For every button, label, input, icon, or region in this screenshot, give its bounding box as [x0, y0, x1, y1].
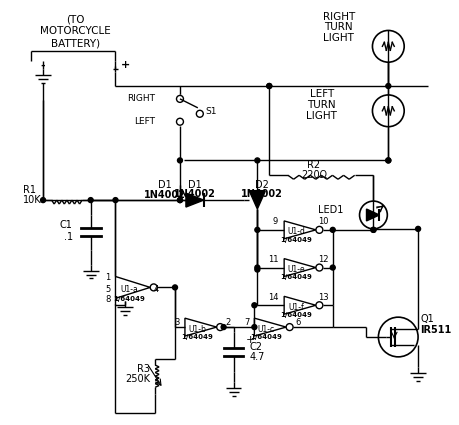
Text: U1-c: U1-c [257, 325, 274, 334]
Circle shape [266, 84, 271, 88]
Text: LED1: LED1 [318, 205, 343, 215]
Circle shape [252, 325, 256, 329]
Circle shape [385, 158, 390, 163]
Text: 1/64049: 1/64049 [180, 334, 213, 340]
Text: 1/64049: 1/64049 [113, 296, 145, 302]
Text: R1: R1 [23, 185, 36, 195]
Text: (TO: (TO [67, 14, 85, 25]
Circle shape [252, 303, 256, 308]
Text: TURN: TURN [324, 23, 352, 32]
Text: C1: C1 [60, 220, 73, 230]
Text: U1-d: U1-d [286, 227, 304, 236]
Circle shape [254, 265, 259, 270]
Text: D2: D2 [255, 180, 269, 190]
Polygon shape [185, 193, 203, 207]
Text: 11: 11 [267, 255, 278, 264]
Text: LIGHT: LIGHT [323, 34, 353, 43]
Text: U1-b: U1-b [187, 325, 205, 334]
Circle shape [254, 227, 259, 232]
Circle shape [370, 227, 375, 232]
Polygon shape [249, 191, 265, 209]
Text: LIGHT: LIGHT [306, 111, 336, 121]
Text: D1: D1 [188, 180, 202, 190]
Text: 14: 14 [267, 293, 278, 302]
Text: 1/64049: 1/64049 [280, 237, 311, 243]
Text: 6: 6 [294, 317, 300, 327]
Circle shape [221, 325, 226, 329]
Circle shape [177, 158, 182, 163]
Text: 2: 2 [225, 317, 230, 327]
Text: 1N4002: 1N4002 [174, 189, 215, 199]
Text: -: - [41, 61, 45, 71]
Circle shape [330, 265, 335, 270]
Circle shape [177, 198, 182, 203]
Text: LEFT: LEFT [309, 89, 333, 99]
Circle shape [385, 84, 390, 88]
Text: +: + [245, 335, 254, 345]
Text: BATTERY): BATTERY) [51, 38, 100, 48]
Text: 10: 10 [317, 218, 328, 227]
Polygon shape [366, 209, 379, 221]
Text: 8: 8 [105, 295, 110, 304]
Text: U1-f: U1-f [287, 303, 303, 312]
Text: 3: 3 [174, 317, 179, 327]
Text: 1N4002: 1N4002 [241, 189, 283, 199]
Circle shape [177, 198, 182, 203]
Text: 1/64049: 1/64049 [250, 334, 282, 340]
Text: Q1: Q1 [419, 314, 433, 324]
Text: 250K: 250K [125, 374, 150, 384]
Text: S1: S1 [205, 107, 217, 116]
Text: C2: C2 [249, 342, 262, 352]
Text: 10K: 10K [23, 195, 42, 205]
Text: 7: 7 [244, 317, 249, 327]
Text: U1-e: U1-e [286, 265, 304, 274]
Circle shape [254, 267, 259, 272]
Text: 12: 12 [317, 255, 328, 264]
Circle shape [266, 84, 271, 88]
Circle shape [40, 198, 45, 203]
Text: RIGHT: RIGHT [127, 94, 155, 103]
Text: 4: 4 [153, 285, 158, 294]
Circle shape [330, 227, 335, 232]
Circle shape [88, 198, 93, 203]
Text: R3: R3 [137, 364, 150, 374]
Text: 1N4002: 1N4002 [144, 190, 185, 200]
Text: 220Ω: 220Ω [300, 170, 326, 180]
Text: RIGHT: RIGHT [322, 11, 354, 22]
Circle shape [370, 227, 375, 232]
Text: MOTORCYCLE: MOTORCYCLE [40, 26, 111, 37]
Text: 5: 5 [105, 285, 110, 294]
Text: LEFT: LEFT [134, 117, 155, 126]
Circle shape [414, 227, 420, 231]
Text: R2: R2 [307, 160, 320, 170]
Text: +: + [120, 60, 129, 70]
Text: 13: 13 [317, 293, 328, 302]
Text: 4.7: 4.7 [249, 352, 264, 362]
Text: U1-a: U1-a [120, 285, 138, 294]
Text: 9: 9 [272, 218, 278, 227]
Circle shape [254, 158, 259, 163]
Text: .1: .1 [63, 232, 73, 242]
Circle shape [113, 198, 118, 203]
Circle shape [172, 285, 177, 290]
Circle shape [385, 158, 390, 163]
Text: 1: 1 [105, 273, 110, 282]
Text: TURN: TURN [307, 100, 336, 110]
Text: IR511: IR511 [419, 325, 450, 335]
Text: 1/64049: 1/64049 [280, 275, 311, 280]
Text: 1/64049: 1/64049 [280, 312, 311, 318]
Text: D1: D1 [158, 180, 172, 190]
